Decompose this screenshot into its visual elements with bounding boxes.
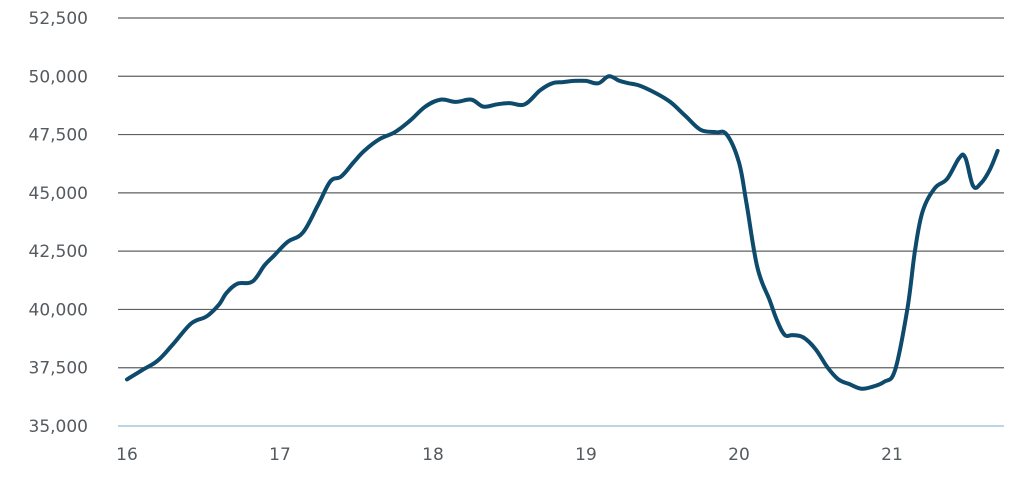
y-tick-label: 52,500: [29, 9, 88, 29]
series-line: [125, 74, 1000, 391]
x-axis-tick-labels: 16 17 18 19 20 21: [116, 445, 903, 465]
y-tick-label: 40,000: [29, 300, 88, 320]
y-tick-label: 47,500: [29, 126, 88, 146]
y-tick-label: 37,500: [29, 359, 88, 379]
y-tick-label: 50,000: [29, 67, 88, 87]
y-axis-tick-labels: 35,000 37,500 40,000 42,500 45,000 47,500 50,0…: [29, 9, 88, 437]
gridlines: [118, 17, 1004, 427]
x-tick-label: 17: [269, 445, 291, 465]
x-tick-label: 20: [728, 445, 750, 465]
x-tick-label: 19: [575, 445, 597, 465]
y-tick-label: 45,000: [29, 184, 88, 204]
x-tick-label: 21: [881, 445, 903, 465]
x-tick-label: 18: [422, 445, 444, 465]
y-tick-label: 42,500: [29, 242, 88, 262]
x-tick-label: 16: [116, 445, 138, 465]
series-layer: [125, 74, 1000, 391]
y-tick-label: 35,000: [29, 417, 88, 437]
